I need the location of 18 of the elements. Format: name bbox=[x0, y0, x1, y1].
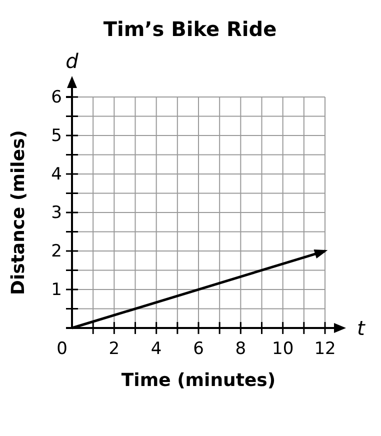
x-tick-label: 2 bbox=[108, 339, 120, 360]
x-tick-label: 4 bbox=[150, 339, 162, 360]
text: d bbox=[66, 49, 79, 73]
y-axis-title: Distance (miles) bbox=[8, 130, 29, 296]
x-tick-label: 12 bbox=[314, 339, 336, 360]
y-tick-label: 1 bbox=[51, 280, 62, 300]
x-axis-title: Time (minutes) bbox=[121, 370, 276, 391]
y-tick-label: 3 bbox=[51, 202, 62, 223]
x-tick-label: 6 bbox=[193, 339, 204, 360]
y-tick-label: 6 bbox=[51, 87, 62, 108]
y-tick-label: 4 bbox=[51, 164, 62, 184]
y-tick-label: 5 bbox=[51, 126, 62, 146]
chart-title: Tim’s Bike Ride bbox=[103, 17, 277, 41]
x-tick-label: 10 bbox=[272, 339, 294, 360]
x-tick-label: 0 bbox=[56, 339, 68, 360]
text: t bbox=[357, 316, 366, 340]
x-tick-label: 8 bbox=[235, 339, 246, 360]
y-tick-label: 2 bbox=[51, 241, 62, 262]
